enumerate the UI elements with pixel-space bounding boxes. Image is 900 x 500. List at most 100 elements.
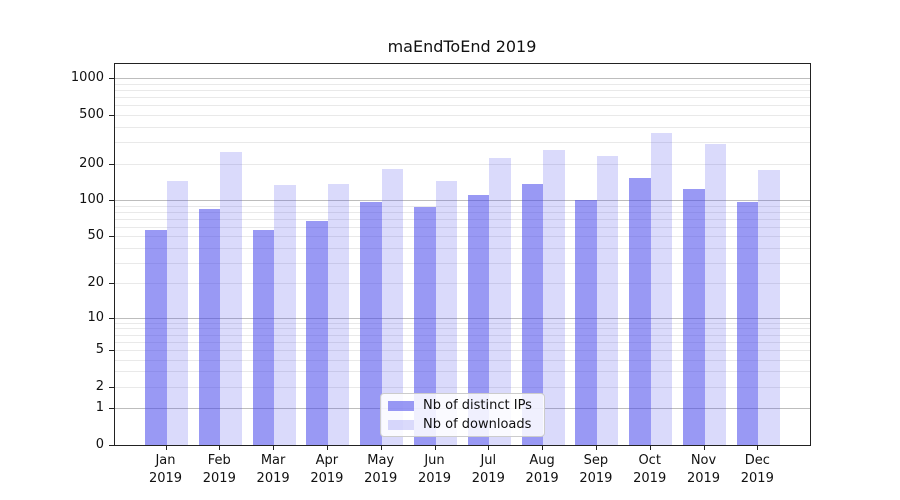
x-tick-mark [542,446,543,450]
legend-swatch-downloads [388,419,414,430]
gridline-minor [115,341,810,343]
gridline-minor [115,105,810,107]
x-tick-mark [435,446,436,450]
bar-downloads-mar [274,184,296,445]
bar-distinct-ips-aug [521,183,544,445]
bar-distinct-ips-feb [198,208,221,445]
gridline-minor [115,322,810,324]
legend-label-downloads: Nb of downloads [423,417,532,432]
x-tick-label: Jul 2019 [471,453,505,486]
gridline-minor [115,386,810,388]
y-tick-label: 10 [87,309,104,325]
x-tick-mark [381,446,382,450]
gridline-minor [115,334,810,336]
y-tick-mark [109,115,114,116]
x-tick-mark [327,446,328,450]
bar-downloads-may [381,168,404,445]
y-tick-label: 1 [95,400,104,416]
x-tick-label: Feb 2019 [202,453,236,486]
bar-distinct-ips-dec [736,202,759,445]
bar-downloads-dec [758,169,780,445]
bar-distinct-ips-apr [306,221,328,445]
bar-downloads-feb [220,152,242,445]
bar-distinct-ips-jun [414,207,436,445]
x-tick-label: Sep 2019 [579,453,613,486]
gridline-minor [115,142,810,144]
x-tick-label: Oct 2019 [633,453,667,486]
y-tick-label: 100 [79,192,104,208]
bar-distinct-ips-sep [575,199,597,445]
bar-distinct-ips-mar [252,229,275,445]
x-tick-mark [488,446,489,450]
x-tick-label: May 2019 [364,453,398,486]
y-tick-mark [109,318,114,319]
bar-distinct-ips-jul [467,194,490,445]
x-tick-label: Apr 2019 [310,453,344,486]
gridline-minor [115,262,810,264]
y-tick-label: 0 [95,437,104,452]
bar-downloads-apr [327,183,350,445]
gridline-minor [115,283,810,285]
gridline-major [115,317,810,319]
y-tick-label: 500 [79,107,104,123]
gridline-major [115,200,810,202]
x-tick-mark [704,446,705,450]
y-tick-mark [109,78,114,79]
gridline-minor [115,205,810,207]
y-tick-mark [109,164,114,165]
x-tick-mark [219,446,220,450]
bar-downloads-jul [489,157,511,445]
y-tick-label: 1000 [70,70,104,86]
bar-downloads-nov [704,144,726,445]
gridline-minor [115,83,810,85]
y-tick-mark [109,236,114,237]
gridline-minor [115,115,810,117]
y-tick-label: 5 [95,341,104,357]
gridline-minor [115,247,810,249]
y-tick-mark [109,350,114,351]
bar-downloads-sep [596,155,619,445]
gridline-minor [115,226,810,228]
bar-distinct-ips-jan [145,229,167,445]
x-tick-mark [273,446,274,450]
gridline-minor [115,349,810,351]
x-tick-mark [166,446,167,450]
y-tick-mark [109,445,114,446]
y-tick-label: 50 [87,228,104,244]
y-tick-mark [109,408,114,409]
gridline-minor [115,163,810,165]
x-tick-label: Dec 2019 [740,453,774,486]
bar-downloads-aug [543,149,565,445]
bar-downloads-jan [166,180,188,445]
gridline-minor [115,97,810,99]
gridline-minor [115,328,810,330]
chart-title: maEndToEnd 2019 [387,37,537,56]
gridline-minor [115,218,810,220]
gridline-minor [115,90,810,92]
y-tick-mark [109,387,114,388]
legend-item-downloads: Nb of downloads [388,417,536,432]
x-tick-label: Jan 2019 [148,453,183,486]
x-tick-mark [596,446,597,450]
bar-distinct-ips-oct [629,178,651,445]
y-tick-mark [109,283,114,284]
gridline-minor [115,211,810,213]
legend: Nb of distinct IPs Nb of downloads [380,393,545,437]
y-tick-label: 200 [79,155,104,171]
legend-label-distinct-ips: Nb of distinct IPs [423,398,532,413]
y-tick-label: 20 [87,275,104,291]
gridline-major [115,78,810,80]
bar-downloads-oct [650,132,673,445]
bar-distinct-ips-may [360,202,382,445]
bar-downloads-jun [435,180,457,445]
legend-swatch-distinct-ips [388,400,414,411]
x-tick-label: Mar 2019 [256,453,290,486]
gridline-minor [115,371,810,373]
x-tick-label: Aug 2019 [525,453,559,486]
x-tick-label: Jun 2019 [417,453,452,486]
gridline-minor [115,126,810,128]
x-tick-mark [757,446,758,450]
legend-item-distinct-ips: Nb of distinct IPs [388,398,536,413]
y-tick-label: 2 [95,378,104,394]
